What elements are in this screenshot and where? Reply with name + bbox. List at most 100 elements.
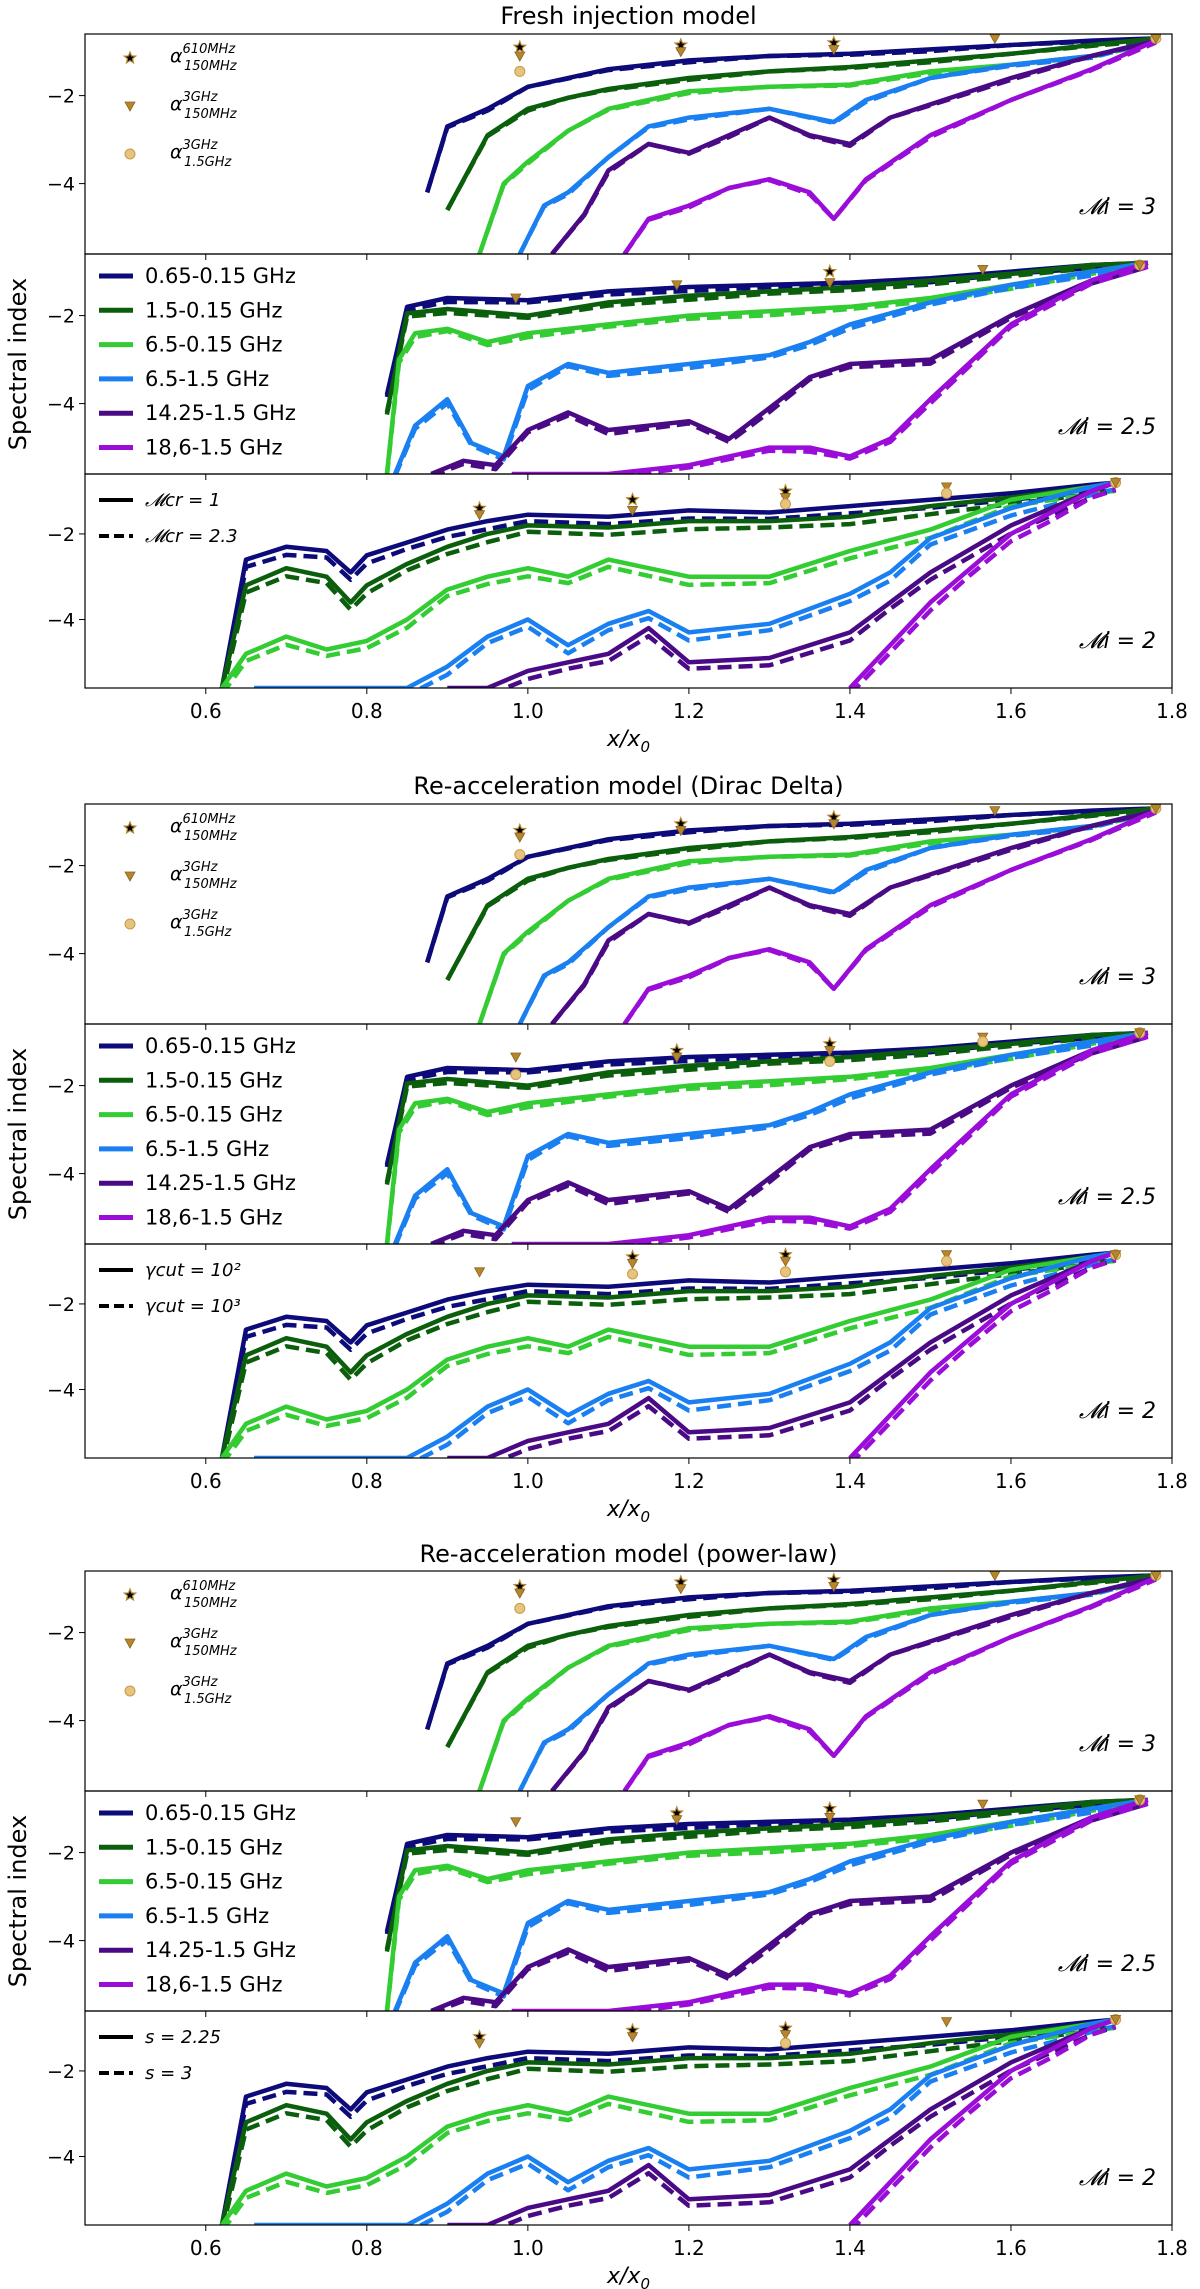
series-line-dashed-4 [416, 1256, 1117, 1458]
series-line-dashed-3 [223, 2025, 1116, 2225]
obs-star-marker [122, 50, 138, 65]
series-line-dashed-1 [384, 264, 1148, 398]
obs-circle-marker [780, 1266, 792, 1278]
obs-triangle-marker [671, 1815, 683, 1826]
x-tick-label: 1.6 [995, 2236, 1027, 2260]
series-line-dashed-1 [384, 1801, 1148, 1935]
legend-label: 6.5-1.5 GHz [145, 367, 269, 391]
obs-triangle-marker [828, 45, 840, 56]
legend-label: 𝓜cr = 1 [145, 490, 220, 511]
x-tick-label: 0.8 [351, 1469, 383, 1493]
x-tick-label: 0.6 [190, 699, 222, 723]
legend-label: 𝓜cr = 2.3 [145, 526, 238, 547]
obs-triangle-marker [1109, 1250, 1122, 1261]
observation-markers [472, 2014, 1122, 2049]
y-tick-label: −4 [47, 944, 75, 966]
y-axis-label: Spectral index [4, 1815, 32, 1987]
x-tick-label: 1.0 [512, 699, 544, 723]
obs-circle-marker [514, 65, 526, 77]
observation-markers [510, 259, 1146, 304]
series-line-2 [219, 2017, 1116, 2225]
series-line-dashed-2 [221, 2025, 1116, 2225]
obs-triangle-marker [1109, 2015, 1122, 2026]
legend-label: s = 3 [145, 2063, 192, 2084]
legend-label: α3GHz 1.5GHz [170, 138, 233, 170]
legend-label: 18,6-1.5 GHz [145, 1973, 283, 1997]
obs-star-marker [122, 820, 138, 835]
x-tick-label: 1.6 [995, 1469, 1027, 1493]
panel-frame [84, 1243, 1173, 1459]
legend-label: α610MHz 150MHz [170, 1579, 238, 1611]
legend-label: 1.5-0.15 GHz [145, 298, 283, 322]
legend-label: α3GHz 1.5GHz [170, 908, 233, 940]
obs-circle-marker [780, 2037, 792, 2049]
obs-circle-marker [510, 1069, 522, 1081]
y-tick-label: −2 [47, 856, 75, 878]
series-line-dashed-3 [384, 1800, 1149, 2011]
series-line-3 [220, 480, 1116, 688]
x-tick-label: 1.8 [1156, 699, 1188, 723]
series-line-dashed-5 [550, 39, 1157, 254]
obs-triangle-marker [473, 2038, 486, 2049]
series-line-dashed-2 [221, 488, 1116, 688]
series-line-dashed-6 [511, 1801, 1149, 2011]
series-line-1 [219, 480, 1116, 688]
obs-circle-marker [941, 1255, 953, 1267]
series-line-4 [517, 1575, 1157, 1791]
panel-2-3: −2 −4 𝓜i = 2 γcut = 10² γcut = 10³ 0.6 0.8 1.0 1… [47, 1243, 1188, 1526]
series-line-2 [219, 1250, 1116, 1458]
series-line-4 [517, 808, 1157, 1024]
x-tick-label: 0.6 [190, 1469, 222, 1493]
series-lines [219, 1250, 1117, 1458]
mach-label: 𝓜i = 3 [1079, 965, 1156, 990]
series-line-dashed-1 [384, 1034, 1148, 1168]
obs-triangle-marker [626, 1258, 639, 1270]
series-line-dashed-5 [499, 1257, 1117, 1458]
obs-triangle-marker [828, 819, 840, 830]
series-lines [219, 2017, 1117, 2225]
x-tick-label: 1.0 [512, 2236, 544, 2260]
obs-triangle-marker [977, 1799, 989, 1811]
series-line-6 [622, 808, 1157, 1024]
obs-triangle-marker [940, 1250, 953, 1261]
observation-legend: α610MHz 150MHz α3GHz 150MHz α3GHz 1.5GHz [122, 1579, 238, 1707]
y-tick-label: −2 [47, 1076, 75, 1098]
obs-triangle-marker [514, 832, 526, 843]
mach-label: 𝓜i = 2 [1079, 629, 1156, 654]
series-line-4 [254, 480, 1116, 688]
obs-triangle-marker [779, 2030, 792, 2041]
obs-star-marker [122, 1587, 138, 1602]
y-tick-label: −4 [47, 1931, 75, 1953]
series-line-3 [220, 2017, 1116, 2225]
obs-circle-marker [941, 487, 953, 499]
obs-triangle-marker [824, 278, 836, 289]
series-line-dashed-1 [425, 1574, 1156, 1731]
linestyle-legend: s = 2.25 s = 3 [99, 2027, 221, 2084]
series-line-dashed-3 [384, 263, 1149, 474]
obs-triangle-marker [1109, 478, 1122, 489]
obs-circle-marker [124, 148, 136, 160]
series-line-5 [550, 38, 1157, 254]
series-line-dashed-3 [384, 1033, 1149, 1244]
x-tick-label: 1.0 [512, 1469, 544, 1493]
series-line-dashed-4 [393, 1032, 1149, 1244]
obs-triangle-marker [989, 1571, 1001, 1582]
obs-triangle-marker [124, 1638, 136, 1649]
legend-label: α610MHz 150MHz [170, 42, 238, 74]
y-tick-label: −2 [47, 1843, 75, 1865]
linestyle-legend: 𝓜cr = 1 𝓜cr = 2.3 [99, 490, 238, 547]
x-tick-label: 1.2 [673, 2236, 705, 2260]
obs-triangle-marker [124, 101, 136, 112]
mach-label: 𝓜i = 2.5 [1058, 1952, 1156, 1977]
legend-label: 6.5-1.5 GHz [145, 1137, 269, 1161]
y-tick-label: −4 [47, 1711, 75, 1733]
series-line-dashed-1 [425, 37, 1156, 194]
panel-2-1: −2 −4 𝓜i = 3 α610MHz 150MHz α3GHz 150MHz α3GHz 1… [47, 803, 1173, 1030]
section-title: Fresh injection model [500, 2, 756, 30]
series-line-dashed-3 [223, 488, 1116, 688]
obs-triangle-marker [675, 47, 687, 58]
observation-markers [473, 1247, 1122, 1280]
series-lines [425, 36, 1157, 254]
series-lines [425, 806, 1157, 1024]
x-tick-label: 1.2 [673, 1469, 705, 1493]
